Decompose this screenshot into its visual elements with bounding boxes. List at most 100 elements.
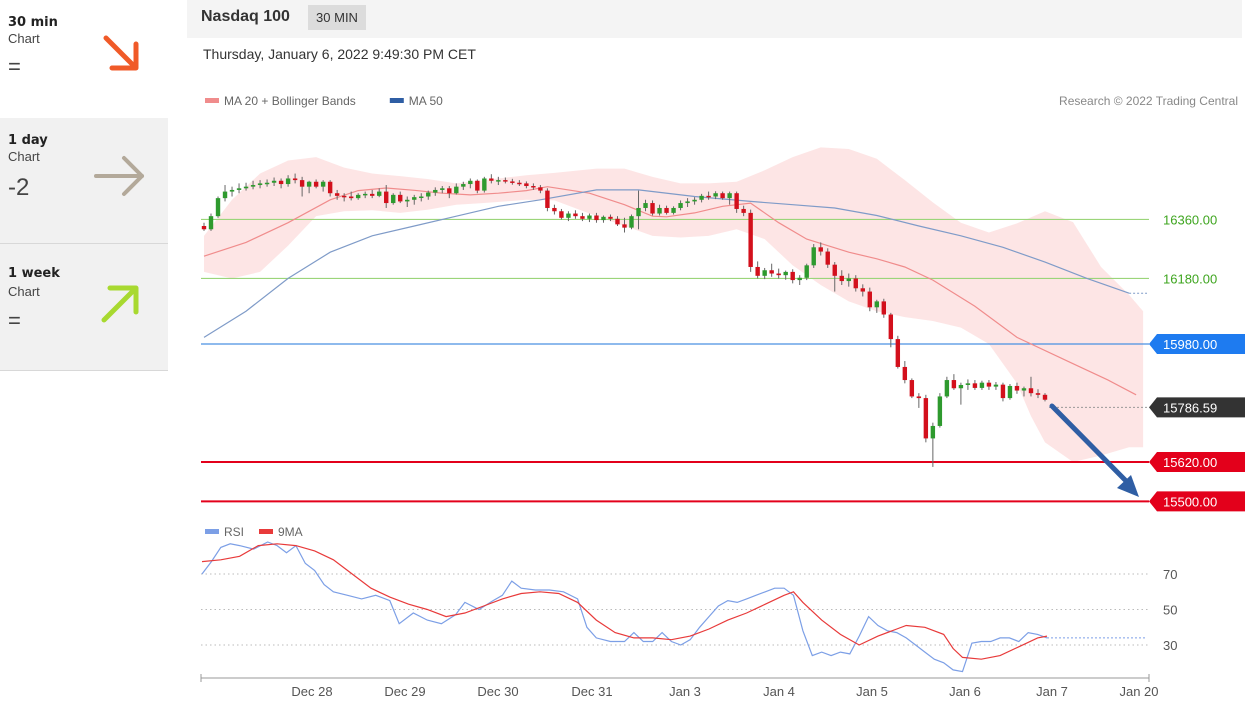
candle-body <box>208 216 214 230</box>
x-tick-label: Dec 30 <box>477 684 518 699</box>
candle-body <box>250 185 256 187</box>
candle-body <box>692 199 697 202</box>
price-level-label: 15980.00 <box>1163 337 1217 352</box>
candle-body <box>832 264 837 276</box>
candle-body <box>762 270 767 276</box>
candle-body <box>1021 388 1027 391</box>
candle-body <box>650 203 655 214</box>
candle-body <box>412 197 417 200</box>
candle-body <box>797 277 802 281</box>
candle-body <box>629 216 634 228</box>
timeframe-score: = <box>8 308 21 333</box>
candle-body <box>419 196 424 198</box>
candle-body <box>916 396 922 399</box>
candle-body <box>958 384 964 389</box>
candle-body <box>348 196 354 199</box>
legend-label: MA 50 <box>409 94 443 108</box>
candle-body <box>370 193 375 196</box>
candle-body <box>776 273 781 276</box>
candle-body <box>664 207 669 213</box>
price-level-badge: 15980.00 <box>1149 334 1245 354</box>
candle-body <box>965 383 971 385</box>
candle-body <box>951 380 957 389</box>
candle-body <box>538 187 543 191</box>
candle-body <box>559 211 564 218</box>
timeframe-score: = <box>8 54 21 79</box>
candle-body <box>362 193 368 196</box>
ma50-line <box>203 189 1130 338</box>
candle-body <box>1035 393 1041 395</box>
candle-body <box>405 199 410 202</box>
candle-body <box>881 301 887 315</box>
candle-body <box>902 366 908 381</box>
candle-body <box>475 180 480 191</box>
timeframe-sub: Chart <box>8 149 40 164</box>
candle-body <box>804 265 809 278</box>
candle-body <box>299 180 305 187</box>
x-tick-label: Dec 29 <box>384 684 425 699</box>
candle-body <box>496 180 501 182</box>
candle-body <box>524 183 529 187</box>
candle-body <box>937 396 943 426</box>
candle-body <box>510 181 515 183</box>
price-legend: MA 20 + Bollinger Bands MA 50 <box>205 94 443 108</box>
candle-body <box>685 201 690 204</box>
badge-shape <box>1149 452 1245 472</box>
legend-swatch <box>259 529 273 534</box>
badge-shape <box>1149 491 1245 512</box>
candle-body <box>811 247 816 266</box>
candle-body <box>426 192 431 197</box>
candle-body <box>440 188 445 190</box>
price-level-label: 15620.00 <box>1163 455 1217 470</box>
candle-body <box>201 226 207 230</box>
candle-body <box>587 215 592 219</box>
candle-body <box>341 195 347 198</box>
candle-body <box>1042 394 1048 400</box>
ma20-line <box>203 186 1137 396</box>
price-level-label: 16360.00 <box>1163 212 1217 227</box>
timeframe-sub: Chart <box>8 284 40 299</box>
candle-body <box>930 425 936 439</box>
candle-body <box>257 183 263 186</box>
timeframe-score: -2 <box>8 174 30 201</box>
candle-body <box>748 212 753 267</box>
candle-body <box>468 180 473 185</box>
candle-body <box>783 271 788 276</box>
chart-datetime: Thursday, January 6, 2022 9:49:30 PM CET <box>203 46 476 62</box>
candle-body <box>734 193 739 209</box>
candle-body <box>755 266 760 276</box>
candle-body <box>706 195 711 198</box>
candle-body <box>489 178 494 181</box>
timeframe-30min[interactable]: 30 min Chart = <box>0 0 168 119</box>
candle-body <box>271 180 277 183</box>
timeframe-1week[interactable]: 1 week Chart = <box>0 244 168 371</box>
candle-body <box>818 247 823 252</box>
price-chart: MA 20 + Bollinger Bands MA 50 Research © 2… <box>200 94 1245 699</box>
arrow-up-right-icon <box>101 285 139 323</box>
candle-body <box>909 380 915 397</box>
forecast-arrow-shaft <box>1049 403 1134 489</box>
candle-body <box>601 216 606 221</box>
candle-body <box>433 189 438 193</box>
candle-body <box>285 178 291 185</box>
x-tick-label: Jan 6 <box>949 684 981 699</box>
candle-body <box>993 384 999 387</box>
candle-body <box>1007 385 1013 399</box>
timeframe-button[interactable]: 30 MIN <box>308 5 366 30</box>
timeframe-name: 1 week <box>8 266 60 281</box>
candle-body <box>867 291 872 308</box>
candle-body <box>615 218 620 225</box>
candle-body <box>334 193 340 196</box>
candle-body <box>391 194 396 204</box>
candle-body <box>986 382 992 387</box>
candle-body <box>895 339 901 367</box>
candle-body <box>1014 385 1020 391</box>
candle-body <box>461 184 466 187</box>
timeframe-1day[interactable]: 1 day Chart -2 <box>0 118 168 244</box>
badge-shape <box>1149 334 1245 354</box>
x-tick-label: Jan 5 <box>856 684 888 699</box>
instrument-title: Nasdaq 100 <box>201 8 290 25</box>
candle-body <box>503 180 508 182</box>
candle-body <box>398 194 403 202</box>
price-level-label: 15786.59 <box>1163 400 1217 415</box>
